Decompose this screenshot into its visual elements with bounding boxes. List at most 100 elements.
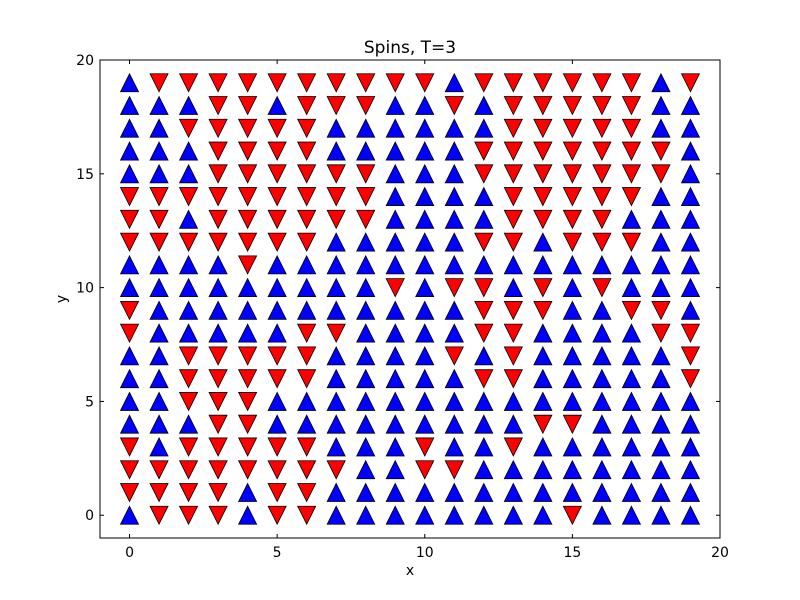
spin-up-marker (680, 141, 701, 161)
spin-up-marker (119, 368, 140, 389)
spin-up-marker (474, 391, 494, 411)
spin-down-marker (533, 96, 553, 116)
spin-down-marker (326, 187, 346, 207)
spin-down-marker (267, 346, 287, 366)
spin-up-marker (680, 118, 701, 138)
spin-up-marker (474, 118, 494, 138)
spin-up-marker (385, 95, 405, 115)
spin-down-marker (149, 505, 169, 526)
spin-up-marker (119, 163, 140, 184)
spin-up-marker (562, 346, 583, 366)
spin-down-marker (119, 483, 140, 503)
spin-up-marker (415, 505, 435, 525)
spin-down-marker (474, 323, 494, 344)
spin-up-marker (651, 368, 671, 389)
spin-up-marker (533, 323, 553, 343)
spin-up-marker (356, 346, 376, 366)
spin-up-marker (119, 254, 140, 275)
spin-down-marker (208, 187, 228, 207)
spin-up-marker (415, 254, 435, 275)
spin-down-marker (297, 369, 317, 389)
spin-down-marker (208, 73, 228, 93)
spin-down-marker (267, 209, 287, 230)
y-axis-ticks: 0 5 10 15 20 (76, 53, 720, 524)
spin-up-marker (326, 232, 346, 252)
spin-up-marker (621, 368, 642, 389)
spin-down-marker (621, 300, 642, 321)
spin-down-marker (621, 164, 642, 184)
x-tick-label: 15 (563, 545, 581, 561)
spin-up-marker (119, 72, 140, 93)
spin-down-marker (178, 346, 199, 366)
spin-up-marker (149, 414, 169, 434)
spin-up-marker (444, 437, 464, 457)
spin-up-marker (503, 414, 523, 434)
spin-down-marker (562, 187, 583, 207)
spin-up-marker (533, 346, 553, 366)
spin-up-marker (651, 437, 671, 457)
y-tick-label: 10 (76, 281, 94, 297)
spin-up-marker (474, 482, 494, 502)
spin-up-marker (444, 209, 464, 229)
spin-down-marker (208, 483, 228, 503)
spin-down-marker (208, 505, 228, 526)
spin-up-marker (680, 163, 701, 184)
spin-up-marker (592, 346, 612, 366)
spin-down-marker (444, 346, 464, 366)
spin-up-marker (680, 459, 701, 480)
spin-up-marker (385, 163, 405, 184)
spin-up-marker (119, 391, 140, 411)
spin-up-marker (415, 209, 435, 229)
spin-down-marker (533, 209, 553, 230)
spin-down-marker (149, 232, 169, 252)
spin-up-marker (356, 437, 376, 457)
spin-up-marker (503, 277, 523, 298)
spin-up-marker (208, 300, 228, 320)
spin-up-marker (385, 346, 405, 366)
spin-down-marker (297, 96, 317, 116)
spin-up-marker (267, 277, 287, 298)
spin-up-marker (592, 300, 612, 320)
spin-up-marker (385, 209, 405, 229)
spin-up-marker (149, 163, 169, 184)
spin-up-marker (562, 437, 583, 457)
spin-down-marker (415, 437, 435, 457)
spin-up-marker (326, 391, 346, 411)
spin-down-marker (503, 232, 523, 252)
spin-up-marker (444, 414, 464, 434)
spin-up-marker (356, 300, 376, 320)
spin-up-marker (356, 391, 376, 411)
spin-down-marker (680, 369, 701, 389)
y-axis-label: y (54, 295, 70, 303)
spin-up-marker (533, 437, 553, 457)
spin-up-marker (237, 323, 258, 343)
spin-up-marker (474, 437, 494, 457)
spin-up-marker (267, 391, 287, 411)
spin-up-marker (651, 459, 671, 480)
spin-down-marker (267, 118, 287, 139)
spin-up-marker (651, 232, 671, 252)
spin-down-marker (178, 460, 199, 480)
spin-up-marker (297, 254, 317, 275)
spin-up-marker (562, 277, 583, 298)
spin-up-marker (149, 391, 169, 411)
spin-up-marker (444, 323, 464, 343)
spin-down-marker (503, 437, 523, 457)
spin-up-marker (119, 118, 140, 138)
spin-up-marker (651, 414, 671, 434)
spin-down-marker (562, 141, 583, 161)
spin-down-marker (680, 346, 701, 366)
spin-up-marker (415, 414, 435, 434)
spin-down-marker (237, 141, 258, 161)
spin-up-marker (415, 482, 435, 502)
spin-up-marker (385, 482, 405, 502)
spin-up-marker (562, 459, 583, 480)
spin-down-marker (651, 300, 671, 321)
spin-up-marker (356, 505, 376, 525)
spin-up-marker (444, 368, 464, 389)
spin-up-marker (415, 118, 435, 138)
spin-up-marker (621, 277, 642, 298)
spin-up-marker (267, 323, 287, 343)
spin-down-marker (208, 414, 228, 435)
